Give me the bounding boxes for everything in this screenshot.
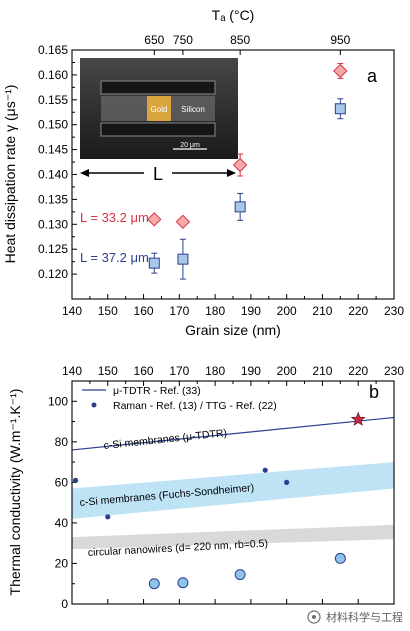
data-point-diamond <box>175 214 191 230</box>
panel-b-x-tick-label: 160 <box>134 364 154 378</box>
length-arrow-head-right <box>227 169 236 177</box>
measured-data-point <box>177 577 189 589</box>
panel-a-ylabel: Heat dissipation rate γ (μs⁻¹) <box>2 85 18 264</box>
silicon-label: Silicon <box>181 105 205 114</box>
panel-a-y-tick-label: 0.130 <box>38 217 68 231</box>
panel-b-x-tick-label: 150 <box>98 364 118 378</box>
raman-data-point <box>72 477 79 483</box>
panel-b-y-tick-label: 20 <box>55 556 69 570</box>
panel-b-y-tick-label: 60 <box>55 475 69 489</box>
panel-a-top-tick-label: 950 <box>330 33 350 47</box>
panel-a-x-tick-label: 140 <box>62 304 82 318</box>
panel-a-y-tick-label: 0.145 <box>38 143 68 157</box>
data-point-square <box>177 253 189 265</box>
panel-b-ylabel: Thermal conductivity (W.m⁻¹.K⁻¹) <box>7 389 23 596</box>
measured-data-point <box>148 578 160 590</box>
panel-a-label: a <box>367 66 378 86</box>
watermark-text: 材料科学与工程 <box>326 610 403 624</box>
tdtr-line <box>72 416 394 451</box>
panel-b-bands <box>72 416 394 550</box>
panel-b-x-tick-label: 190 <box>241 364 261 378</box>
panel-b-x-tick-label: 180 <box>205 364 225 378</box>
raman-data-point <box>284 479 290 485</box>
panel-b-x-tick-label: 230 <box>384 364 404 378</box>
raman-data-point <box>262 467 268 473</box>
panel-b-y-tick-label: 0 <box>61 597 68 611</box>
panel-a-x-tick-label: 150 <box>98 304 118 318</box>
watermark-icon-dot <box>312 615 316 619</box>
data-point-diamond <box>232 157 248 173</box>
data-point-diamond <box>333 63 348 79</box>
panel-a-x-tick-label: 180 <box>205 304 225 318</box>
data-point-square <box>148 257 160 269</box>
watermark-icon <box>307 610 321 624</box>
raman-data-point <box>105 514 111 520</box>
panel-a-y-tick-label: 0.135 <box>38 192 68 206</box>
panel-a-y-tick-label: 0.140 <box>38 168 68 182</box>
panel-a-top-xlabel: Tₐ (°C) <box>212 7 255 23</box>
panel-a-top-tick-label: 850 <box>230 33 250 47</box>
panel-a-x-tick-label: 230 <box>384 304 404 318</box>
panel-a-y-tick-label: 0.120 <box>38 267 68 281</box>
measured-data-point <box>234 569 246 581</box>
panel-a-xlabel: Grain size (nm) <box>185 322 281 338</box>
gold-label: Gold <box>151 105 168 114</box>
sem-trench-bottom <box>100 122 216 137</box>
panel-b-legend: μ-TDTR - Ref. (33) Raman - Ref. (13) / T… <box>82 385 277 412</box>
panel-b-y-tick-label: 80 <box>55 435 69 449</box>
scalebar-label: 20 μm <box>180 142 200 149</box>
series-label-l37: L = 37.2 μm <box>80 250 149 265</box>
panel-a-x-tick-label: 170 <box>169 304 189 318</box>
length-label: L <box>153 164 163 184</box>
panel-a-y-tick-label: 0.150 <box>38 118 68 132</box>
gold-pad <box>147 96 171 121</box>
panel-b-frame <box>71 380 395 605</box>
panel-b-label: b <box>369 382 379 402</box>
panel-a-gridlines: 140 150 160 170 180 190 200 210 220 230 0.120 0.125… <box>38 33 404 318</box>
nanowire-band <box>72 524 394 550</box>
panel-a-y-tick-label: 0.165 <box>38 43 68 57</box>
panel-b-y-tick-label: 40 <box>55 516 69 530</box>
length-arrow: L <box>80 164 236 184</box>
legend-dot-swatch <box>91 402 97 408</box>
panel-a-top-tick-label: 650 <box>144 33 164 47</box>
panel-b-marks <box>72 411 366 590</box>
legend-tdtr-label: μ-TDTR - Ref. (33) <box>113 385 201 397</box>
fuchs-sondheimer-band <box>72 462 394 519</box>
panel-a-x-tick-label: 210 <box>312 304 332 318</box>
panel-b-x-tick-label: 200 <box>277 364 297 378</box>
panel-a-x-tick-label: 190 <box>241 304 261 318</box>
panel-a-y-tick-label: 0.160 <box>38 68 68 82</box>
data-point-diamond <box>147 212 162 227</box>
panel-b-x-tick-label: 140 <box>62 364 82 378</box>
length-arrow-head-left <box>80 169 89 177</box>
panel-a-frame <box>71 49 395 300</box>
panel-b-x-tick-label: 210 <box>312 364 332 378</box>
panel-b-x-tick-label: 170 <box>169 364 189 378</box>
panel-b-y-tick-label: 100 <box>48 394 68 408</box>
series-label-l33: L = 33.2 μm <box>80 210 149 225</box>
panel-a-x-tick-label: 200 <box>277 304 297 318</box>
sem-trench-top <box>100 80 216 95</box>
star-data-point <box>350 411 366 426</box>
data-point-square <box>234 201 246 213</box>
panel-b: 140 150 160 170 180 190 200 210 220 230 0 20 40 60 80 1… <box>7 364 404 611</box>
panel-a-x-tick-label: 160 <box>134 304 154 318</box>
data-point-square <box>334 103 346 115</box>
sem-inset: Gold Silicon 20 μm <box>80 58 238 159</box>
measured-data-point <box>334 552 346 564</box>
panel-b-x-tick-label: 220 <box>348 364 368 378</box>
watermark: 材料科学与工程 <box>307 610 403 624</box>
panel-a-marks <box>147 62 348 280</box>
panel-a-y-tick-label: 0.125 <box>38 242 68 256</box>
panel-a-y-tick-label: 0.155 <box>38 93 68 107</box>
panel-a-x-tick-label: 220 <box>348 304 368 318</box>
legend-raman-label: Raman - Ref. (13) / TTG - Ref. (22) <box>113 400 277 412</box>
panel-a-top-tick-label: 750 <box>173 33 193 47</box>
panel-a: 140 150 160 170 180 190 200 210 220 230 0.120 0.125… <box>2 7 404 338</box>
tdtr-line-label: c-Si membranes (μ-TDTR) <box>103 427 227 452</box>
